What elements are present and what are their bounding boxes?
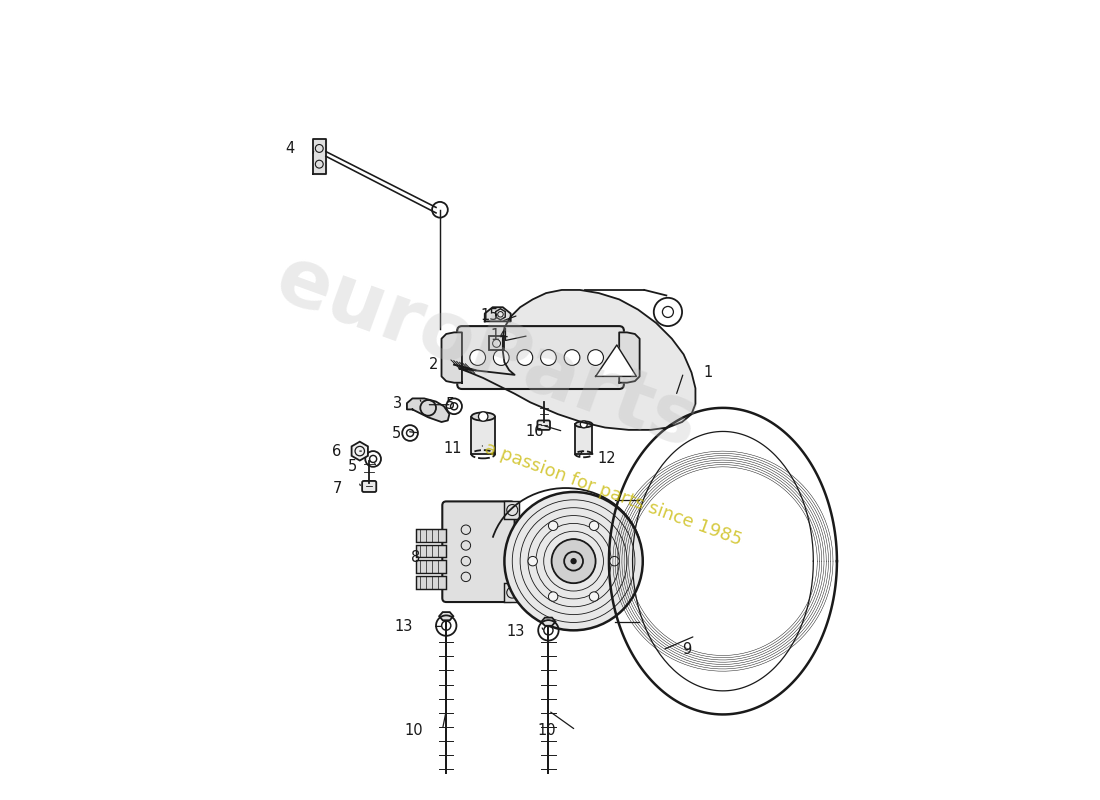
Text: 5: 5 [447, 398, 455, 412]
Polygon shape [460, 290, 695, 430]
Polygon shape [485, 307, 510, 322]
Bar [490, 336, 504, 350]
Circle shape [590, 592, 598, 602]
Bar [505, 501, 518, 519]
Text: 13: 13 [395, 619, 414, 634]
Circle shape [551, 539, 595, 583]
Circle shape [587, 350, 604, 366]
Circle shape [571, 558, 576, 564]
Polygon shape [496, 309, 505, 320]
Bar [472, 417, 495, 454]
Ellipse shape [472, 412, 495, 421]
Text: 12: 12 [597, 451, 616, 466]
Circle shape [581, 421, 587, 428]
Circle shape [505, 492, 642, 630]
Polygon shape [510, 524, 532, 579]
Text: 6: 6 [332, 443, 342, 458]
Text: 9: 9 [682, 642, 691, 658]
Text: 8: 8 [411, 550, 420, 565]
FancyBboxPatch shape [442, 502, 515, 602]
Text: 13: 13 [506, 625, 525, 639]
Polygon shape [595, 345, 637, 377]
Text: 3: 3 [393, 397, 403, 411]
Polygon shape [541, 618, 556, 626]
Circle shape [590, 521, 598, 530]
Text: 16: 16 [525, 424, 543, 439]
Bar [417, 576, 447, 589]
Circle shape [540, 350, 557, 366]
Polygon shape [439, 612, 453, 620]
Bar [505, 583, 518, 602]
Text: 10: 10 [404, 722, 422, 738]
Circle shape [528, 557, 538, 566]
FancyBboxPatch shape [458, 326, 624, 389]
Text: 5: 5 [349, 459, 358, 474]
Polygon shape [441, 332, 462, 382]
Text: a passion for parts since 1985: a passion for parts since 1985 [482, 439, 744, 550]
Circle shape [470, 350, 485, 366]
Text: 7: 7 [332, 481, 342, 495]
Text: 2: 2 [429, 357, 439, 372]
FancyBboxPatch shape [538, 421, 550, 430]
Text: 14: 14 [491, 328, 509, 343]
FancyBboxPatch shape [362, 481, 376, 492]
Text: euroParts: euroParts [265, 240, 710, 466]
Text: 15: 15 [481, 308, 499, 322]
Circle shape [478, 412, 488, 422]
Polygon shape [619, 332, 639, 382]
Circle shape [564, 350, 580, 366]
Text: 10: 10 [538, 722, 557, 738]
Polygon shape [352, 442, 367, 461]
Circle shape [517, 350, 532, 366]
Text: 4: 4 [285, 141, 295, 156]
Ellipse shape [575, 422, 593, 427]
Circle shape [494, 350, 509, 366]
Circle shape [609, 557, 619, 566]
Text: 1: 1 [703, 365, 713, 380]
Bar [575, 424, 593, 454]
Circle shape [549, 521, 558, 530]
Polygon shape [312, 139, 326, 174]
Text: 11: 11 [443, 442, 462, 456]
Bar [417, 545, 447, 558]
Bar [417, 560, 447, 573]
Bar [417, 529, 447, 542]
Circle shape [549, 592, 558, 602]
Text: 5: 5 [392, 426, 400, 441]
Polygon shape [407, 398, 450, 422]
